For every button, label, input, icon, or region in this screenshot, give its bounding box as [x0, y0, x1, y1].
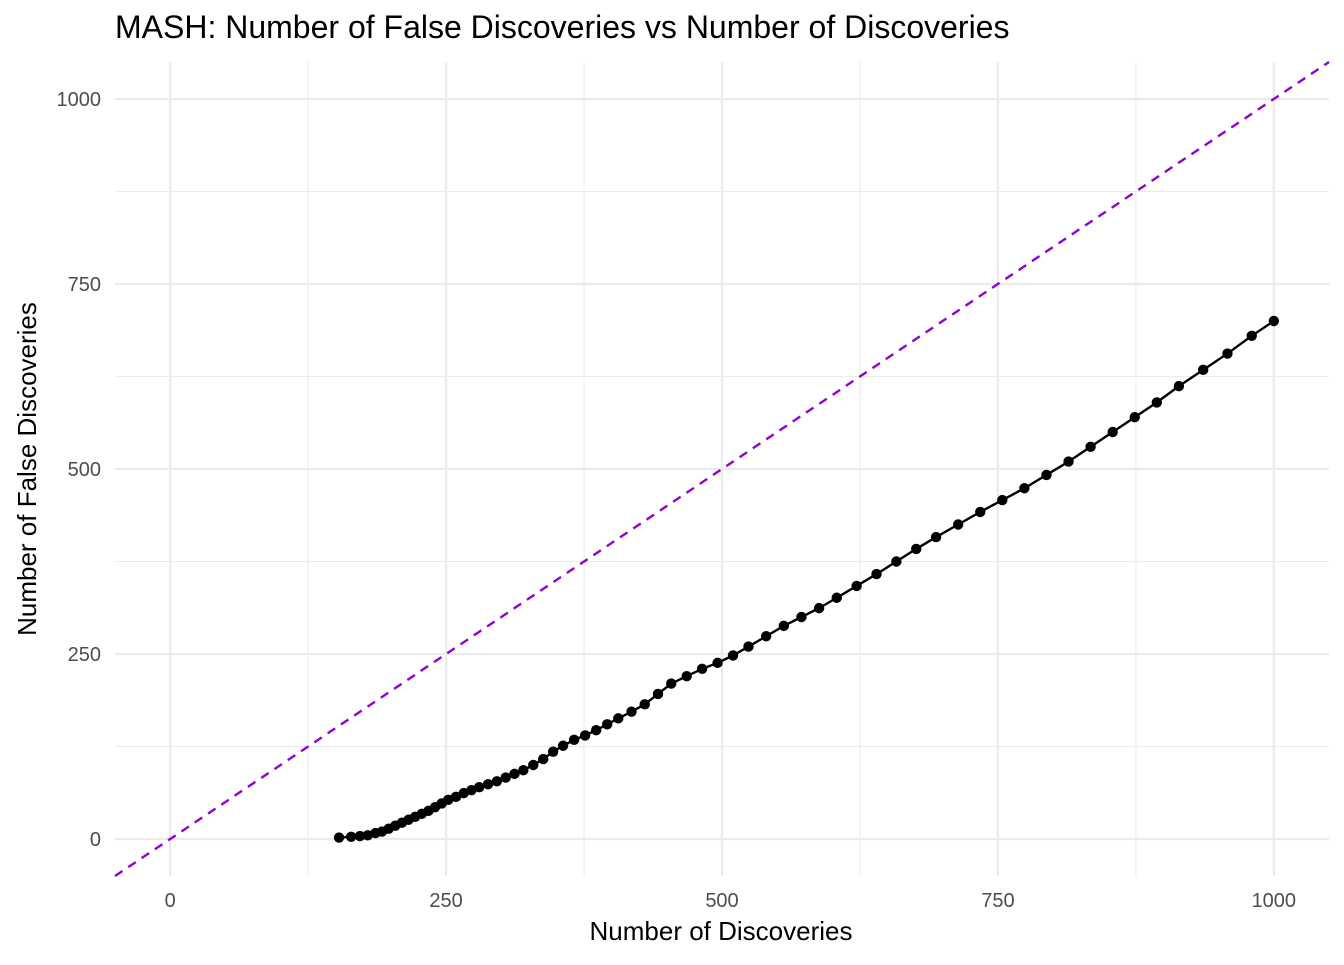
data-point [997, 494, 1008, 506]
y-axis-title: Number of False Discoveries [12, 302, 42, 636]
data-point [538, 753, 549, 765]
grid-layer [115, 62, 1329, 876]
data-point [1107, 426, 1118, 438]
x-tick-label: 0 [165, 890, 176, 912]
data-point [743, 641, 754, 652]
data-point [491, 776, 503, 787]
data-point [652, 688, 664, 700]
data-point [333, 832, 345, 843]
data-point [639, 699, 650, 710]
data-point [1151, 397, 1163, 408]
data-point [871, 568, 882, 580]
data-point [613, 713, 624, 724]
data-point [778, 620, 790, 632]
data-point [813, 602, 825, 614]
reference-line-layer [114, 61, 1330, 877]
data-point [831, 592, 842, 603]
data-point [557, 740, 569, 751]
data-point [1173, 380, 1185, 392]
data-point [952, 519, 964, 530]
series-layer [333, 315, 1280, 843]
data-point [509, 768, 520, 780]
data-point [727, 650, 739, 661]
y-tick-label: 250 [68, 644, 101, 666]
data-point [500, 772, 511, 783]
data-point [975, 506, 986, 518]
data-point [891, 556, 902, 567]
reference-line [114, 61, 1330, 877]
data-point [911, 543, 922, 555]
data-point [547, 746, 559, 757]
x-axis-title: Number of Discoveries [590, 916, 853, 946]
data-point [345, 831, 357, 842]
series-line [338, 320, 1275, 839]
data-point [450, 791, 462, 803]
data-point [482, 779, 494, 790]
data-point [681, 671, 692, 682]
x-tick-label: 1000 [1252, 890, 1297, 912]
y-tick-label: 1000 [57, 89, 102, 111]
data-point [1085, 441, 1096, 452]
data-point [1197, 364, 1209, 376]
x-tick-label: 750 [981, 890, 1014, 912]
data-point [528, 759, 539, 771]
data-point [930, 531, 942, 543]
data-point [590, 725, 602, 736]
data-point [760, 631, 772, 642]
data-point [1019, 483, 1030, 494]
data-point [626, 706, 637, 717]
data-point [1268, 315, 1280, 327]
data-point [474, 782, 485, 793]
data-point [579, 730, 591, 741]
data-point [1246, 330, 1257, 341]
data-point [796, 611, 807, 623]
data-point [518, 764, 529, 776]
data-point [851, 580, 862, 592]
chart-title: MASH: Number of False Discoveries vs Num… [115, 9, 1009, 45]
y-tick-label: 0 [90, 829, 101, 851]
tick-label-layer: 0 250 500 750 1000 0 250 500 750 1000 [57, 89, 1297, 912]
data-point [568, 734, 580, 746]
y-tick-label: 500 [68, 459, 101, 481]
data-point [1063, 456, 1074, 467]
data-point [602, 719, 613, 730]
x-tick-label: 500 [705, 890, 738, 912]
data-point [712, 657, 723, 669]
data-point [666, 678, 677, 689]
data-point [696, 663, 708, 674]
data-point [1041, 469, 1052, 481]
data-point [354, 830, 366, 842]
y-tick-label: 750 [68, 274, 101, 296]
data-point [1222, 348, 1233, 359]
data-point [1129, 412, 1140, 423]
x-tick-label: 250 [429, 890, 462, 912]
